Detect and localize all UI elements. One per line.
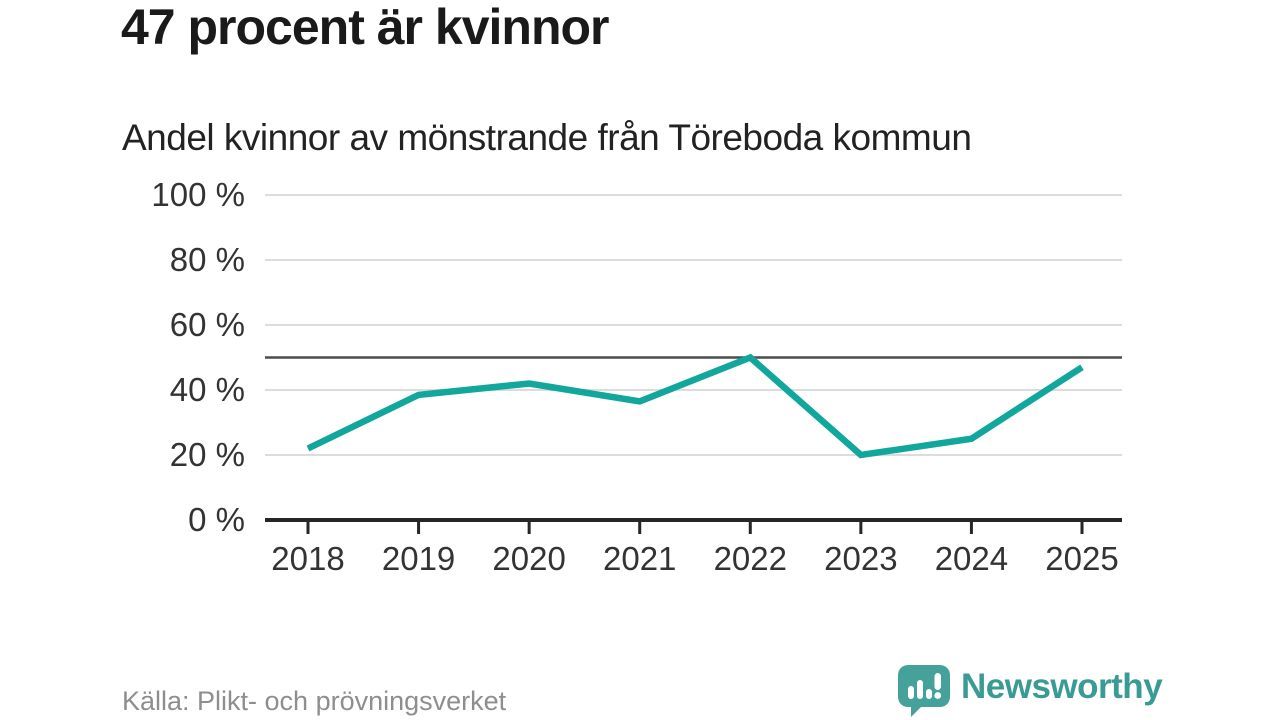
brand-name: Newsworthy [961,667,1163,706]
x-axis-tick-label: 2024 [935,540,1008,577]
brand-logo: Newsworthy [898,665,1163,717]
y-axis-tick-label: 100 % [151,176,245,213]
page-title: 47 procent är kvinnor [121,0,609,55]
y-axis-tick-label: 20 % [170,436,245,473]
speech-bubble-bar-chart-icon [898,665,950,717]
speech-bubble-shape [898,665,950,717]
x-axis-tick-label: 2023 [824,540,897,577]
x-axis-tick-label: 2022 [714,540,787,577]
x-axis-tick-label: 2025 [1045,540,1118,577]
exclamation-bar [934,673,941,690]
bar-1 [908,686,914,699]
bar-2 [917,680,923,699]
line-chart: 0 % 20 % 40 % 60 % 80 % 100 % 2018 2019 2020 2021… [0,175,1280,595]
x-axis-tick-label: 2018 [271,540,344,577]
x-axis-tick-label: 2021 [603,540,676,577]
chart-subtitle: Andel kvinnor av mönstrande från Törebod… [122,117,972,158]
x-axis-tick-label: 2020 [492,540,565,577]
y-axis-tick-label: 80 % [170,241,245,278]
bar-3 [926,689,932,699]
exclamation-dot [934,692,942,699]
y-axis-tick-label: 0 % [188,501,245,538]
y-axis-tick-label: 60 % [170,306,245,343]
data-line [306,353,1084,459]
line-chart-canvas: 0 % 20 % 40 % 60 % 80 % 100 % 2018 2019 2020 2021… [151,176,1122,577]
x-axis-tick-label: 2019 [382,540,455,577]
source-note: Källa: Plikt- och prövningsverket [122,686,507,716]
y-axis-tick-label: 40 % [170,371,245,408]
